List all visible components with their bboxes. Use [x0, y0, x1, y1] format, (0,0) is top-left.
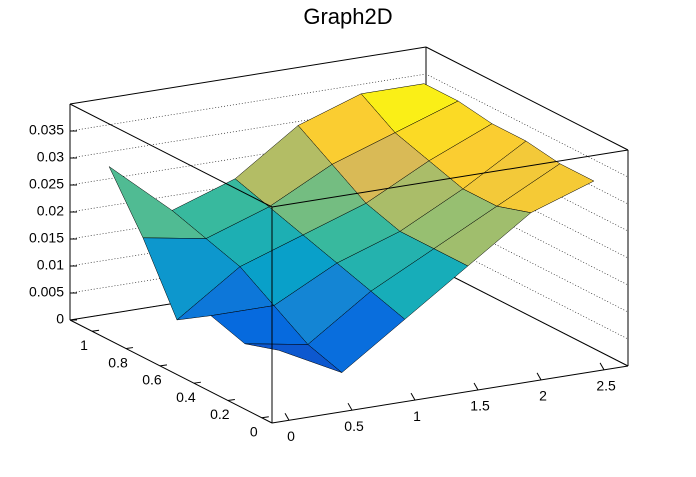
axis-box	[69, 319, 273, 424]
axis-box	[69, 46, 427, 105]
y-tick	[125, 347, 134, 350]
x-tick-label: 0	[287, 428, 295, 444]
x-tick-label: 2	[539, 388, 547, 404]
y-tick-label: 0.2	[210, 406, 230, 422]
y-tick-label: 0	[250, 424, 258, 440]
x-tick	[599, 362, 605, 371]
y-tick	[227, 399, 235, 401]
x-tick	[410, 392, 416, 401]
x-tick	[347, 402, 353, 411]
y-tick	[91, 329, 100, 332]
y-tick	[193, 381, 201, 384]
x-tick	[284, 413, 290, 421]
x-tick	[473, 382, 479, 391]
z-tick-label: 0.03	[37, 149, 64, 165]
z-tick-label: 0.015	[29, 230, 64, 246]
y-tick-label: 0.8	[108, 354, 128, 370]
z-tick-label: 0	[56, 311, 64, 327]
z-tick-label: 0.02	[37, 203, 64, 219]
axis-box	[271, 149, 629, 208]
x-tick-label: 0.5	[344, 418, 364, 434]
surface-cell	[244, 343, 342, 373]
chart-title: Graph2D	[303, 4, 392, 29]
y-tick-label: 1	[80, 337, 88, 353]
grid-line	[69, 73, 629, 178]
z-tick-label: 0.025	[29, 176, 64, 192]
x-tick	[536, 372, 542, 381]
z-tick-label: 0.035	[29, 122, 64, 138]
x-tick-label: 1.5	[470, 398, 490, 414]
y-tick	[261, 416, 269, 419]
axis-box	[69, 103, 273, 208]
axis-box	[271, 365, 629, 424]
y-tick	[159, 364, 168, 367]
z-tick-label: 0.01	[37, 257, 64, 273]
y-tick-label: 0.6	[142, 372, 162, 388]
x-tick-label: 2.5	[596, 378, 616, 394]
z-tick-label: 0.005	[29, 284, 64, 300]
axis-box	[425, 262, 629, 367]
x-tick-label: 1	[413, 408, 421, 424]
axis-box	[425, 46, 629, 151]
y-tick-label: 0.4	[176, 389, 196, 405]
